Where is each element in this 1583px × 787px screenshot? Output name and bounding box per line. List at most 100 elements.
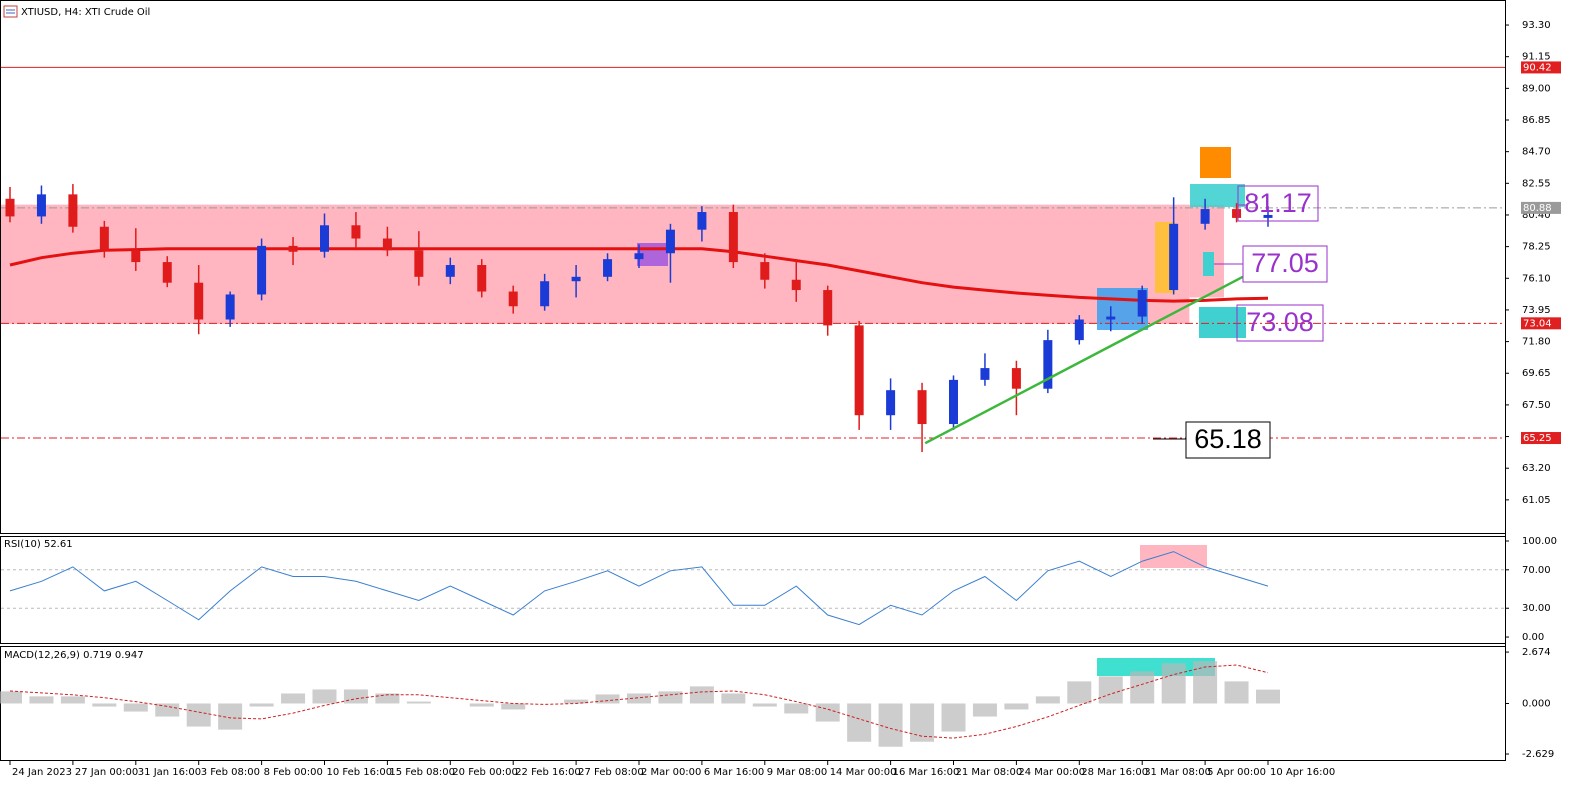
- x-tick-label: 16 Mar 16:00: [893, 767, 960, 778]
- x-tick-label: 31 Mar 08:00: [1144, 767, 1211, 778]
- y-tick-label: 70.00: [1522, 565, 1551, 576]
- macd-bar: [123, 703, 148, 712]
- y-tick-label: -2.629: [1522, 749, 1554, 760]
- orange-box: [1200, 147, 1231, 178]
- candle-body: [697, 212, 707, 230]
- macd-bar: [941, 703, 966, 732]
- trendline: [924, 275, 1244, 445]
- candle-body: [36, 194, 46, 217]
- candle-body: [288, 245, 298, 252]
- annotation-label: 77.05: [1251, 248, 1319, 278]
- candle-body: [162, 262, 172, 283]
- level-label: 65.25: [1523, 433, 1552, 444]
- y-tick-label: 73.95: [1522, 305, 1551, 316]
- macd-bar: [910, 703, 935, 742]
- macd-bar: [501, 703, 526, 710]
- cyan-box: [1190, 184, 1245, 207]
- x-tick-label: 3 Feb 08:00: [201, 767, 260, 778]
- y-tick-label: 84.70: [1522, 147, 1551, 158]
- candle-body: [1137, 290, 1147, 317]
- y-tick-label: 86.85: [1522, 115, 1551, 126]
- candle-body: [1200, 209, 1210, 224]
- x-tick-label: 31 Jan 16:00: [138, 767, 201, 778]
- title-icon: [3, 5, 18, 18]
- macd-bar: [972, 703, 997, 717]
- macd-bar: [595, 694, 620, 704]
- macd-bar: [186, 703, 211, 727]
- x-tick-label: 2 Mar 00:00: [641, 767, 701, 778]
- level-label: 80.88: [1523, 203, 1552, 214]
- y-tick-label: 100.00: [1522, 536, 1557, 547]
- x-tick-label: 6 Mar 16:00: [704, 767, 764, 778]
- candle-body: [320, 225, 329, 252]
- macd-bar: [1067, 681, 1092, 704]
- x-tick-label: 15 Feb 08:00: [389, 767, 455, 778]
- macd-bar: [281, 693, 306, 704]
- candle-body: [68, 194, 78, 227]
- y-tick-label: 61.05: [1522, 495, 1551, 506]
- x-tick-label: 8 Feb 00:00: [264, 767, 323, 778]
- macd-bar: [312, 689, 337, 704]
- y-tick-label: 30.00: [1522, 603, 1551, 614]
- x-tick-label: 24 Mar 00:00: [1018, 767, 1085, 778]
- macd-bar: [564, 699, 589, 704]
- chart-title: XTIUSD, H4: XTI Crude Oil: [21, 7, 150, 18]
- level-tag: [1521, 432, 1561, 445]
- cyan-box: [1199, 307, 1246, 338]
- x-tick-label: 10 Apr 16:00: [1270, 767, 1335, 778]
- annotation-label: 73.08: [1246, 307, 1314, 337]
- annotation-label: 81.17: [1244, 188, 1312, 218]
- rsi-highlight: [1140, 545, 1207, 568]
- candle-body: [508, 291, 518, 307]
- x-tick-label: 21 Mar 08:00: [956, 767, 1023, 778]
- macd-bar: [847, 703, 872, 742]
- macd-bar: [469, 703, 494, 707]
- y-tick-label: 67.50: [1522, 400, 1551, 411]
- x-tick-label: 27 Jan 00:00: [75, 767, 138, 778]
- macd-bar: [815, 703, 840, 722]
- candle-body: [131, 250, 141, 263]
- candle-body: [854, 325, 864, 416]
- signal-line: [9, 664, 1269, 739]
- macd-bar: [1098, 676, 1123, 704]
- macd-bar: [878, 703, 903, 747]
- candle-body: [760, 262, 770, 280]
- x-tick-label: 27 Feb 08:00: [578, 767, 644, 778]
- candle-body: [665, 229, 675, 254]
- macd-bar: [627, 693, 651, 704]
- rsi-line: [9, 551, 1269, 626]
- candle-body: [1263, 214, 1273, 218]
- icon: [3, 5, 18, 18]
- y-tick-label: 82.55: [1522, 178, 1551, 189]
- x-tick-label: 28 Mar 16:00: [1081, 767, 1148, 778]
- y-tick-label: 91.15: [1522, 52, 1551, 63]
- x-tick-label: 24 Jan 2023: [12, 767, 72, 778]
- candle-body: [1043, 340, 1053, 389]
- macd-bar: [155, 703, 180, 717]
- candle-body: [194, 282, 204, 320]
- annotation-box: [1242, 245, 1328, 283]
- candle-body: [445, 265, 455, 277]
- macd-bar: [60, 696, 85, 704]
- macd-bar: [92, 703, 117, 707]
- candle-body: [1169, 223, 1179, 291]
- macd-bar: [752, 703, 777, 707]
- annotation-box: [1185, 421, 1271, 459]
- y-tick-label: 63.20: [1522, 463, 1551, 474]
- y-tick-label: 2.674: [1522, 647, 1551, 658]
- candle-body: [99, 226, 109, 251]
- y-tick-label: 0.000: [1522, 698, 1551, 709]
- macd-bar: [1224, 681, 1249, 704]
- candle-body: [257, 245, 267, 295]
- candle-body: [571, 276, 581, 282]
- cyan-box: [1203, 252, 1214, 276]
- y-tick-label: 78.25: [1522, 242, 1551, 253]
- annotation-box: [1236, 304, 1324, 342]
- candle-body: [886, 390, 896, 416]
- macd-bar: [1130, 671, 1155, 704]
- y-tick-label: 76.10: [1522, 273, 1551, 284]
- macd-bar: [689, 686, 714, 704]
- macd-bar: [658, 691, 683, 704]
- candle-body: [603, 259, 613, 277]
